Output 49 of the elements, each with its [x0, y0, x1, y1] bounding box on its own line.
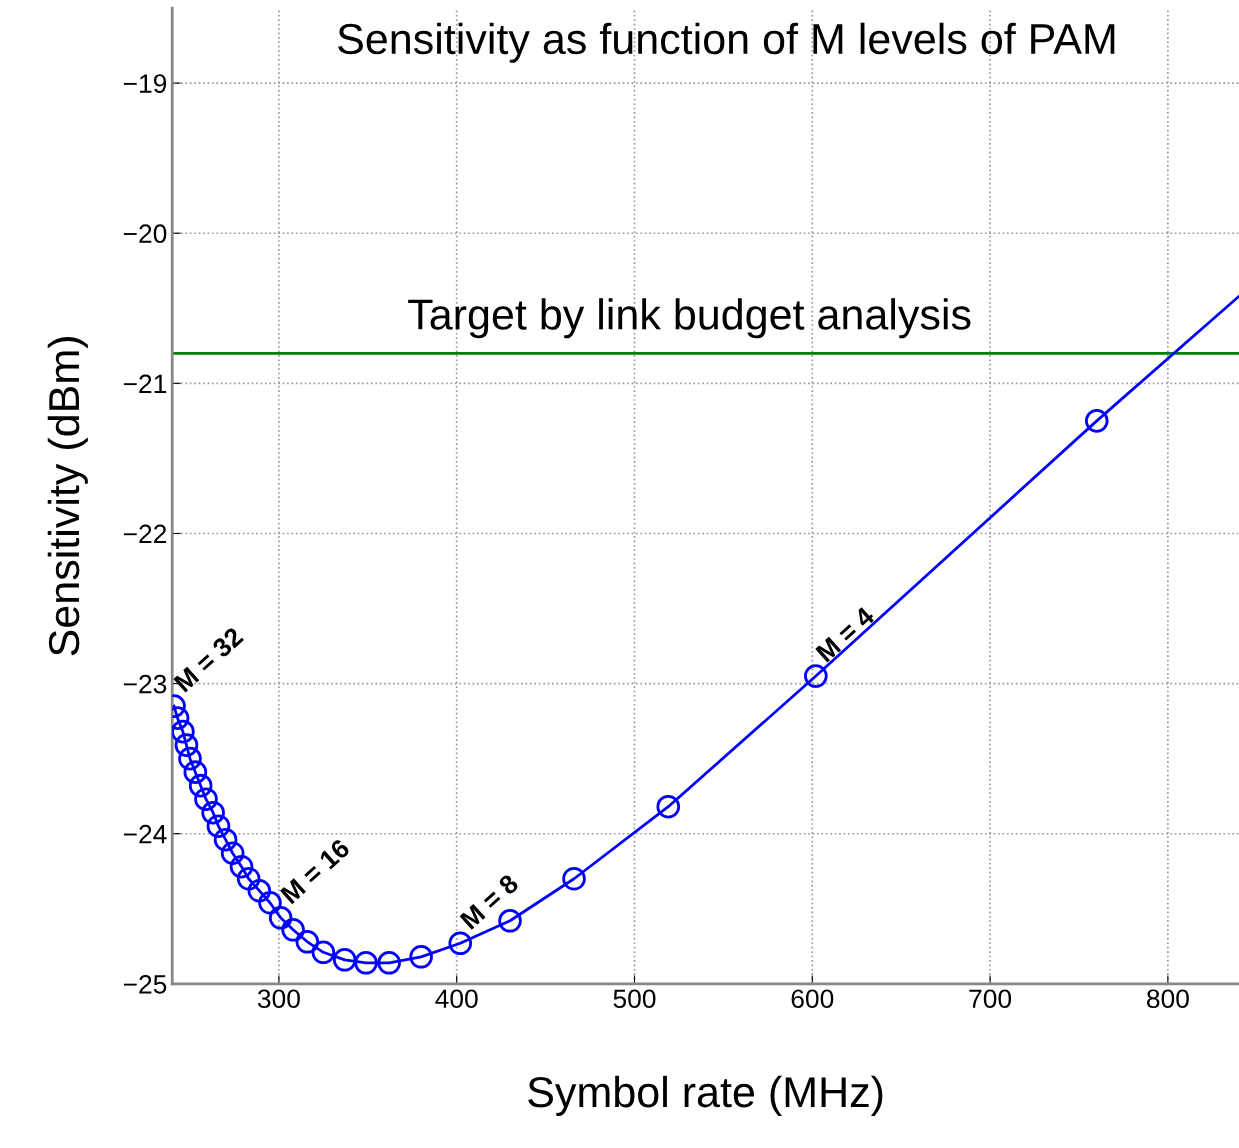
- annotation: M = 16: [279, 837, 351, 905]
- point: [194, 787, 218, 811]
- x-tick-label: 500: [613, 989, 656, 1009]
- point: [178, 746, 202, 771]
- point: [220, 841, 245, 866]
- x-tick-label: 600: [791, 989, 834, 1009]
- point: [201, 800, 225, 825]
- point: [268, 905, 293, 930]
- point: [656, 794, 681, 819]
- point: [247, 878, 272, 903]
- y-tick-label: −19: [123, 74, 167, 93]
- point: [206, 814, 231, 839]
- annotation: M = 8: [459, 873, 520, 930]
- point: [377, 951, 401, 975]
- point: [236, 866, 261, 891]
- point: [213, 827, 238, 852]
- x-tick-label: 300: [257, 989, 300, 1009]
- point: [281, 917, 305, 942]
- point: [354, 951, 378, 975]
- annotation: M = 4: [815, 605, 876, 663]
- point: [311, 940, 336, 965]
- y-tick-label: −21: [123, 374, 167, 393]
- point: [188, 773, 213, 798]
- x-tick-label: 700: [969, 989, 1012, 1009]
- point: [174, 733, 199, 757]
- y-tick-label: −24: [123, 824, 167, 844]
- x-tick-label: 400: [435, 989, 478, 1009]
- point: [183, 760, 208, 784]
- point: [562, 866, 586, 891]
- y-tick-label: −22: [123, 524, 167, 544]
- point: [409, 945, 433, 969]
- point: [804, 664, 828, 688]
- point: [295, 929, 320, 954]
- point: [258, 890, 282, 915]
- x-tick-label: 800: [1147, 989, 1189, 1009]
- point: [332, 948, 357, 972]
- chart-title: Sensitivity as function of M levels of PAM: [338, 22, 1115, 63]
- point: [1084, 409, 1109, 433]
- y-tick-label: −23: [123, 674, 167, 694]
- y-tick-label: −25: [123, 974, 167, 994]
- point: [498, 908, 522, 933]
- x-axis-title: Symbol rate (MHz): [528, 1075, 883, 1116]
- annotation: M = 32: [173, 626, 245, 693]
- ref-line-label: Target by link budget analysis: [408, 298, 971, 339]
- y-axis-title: Sensitivity (dBm): [47, 337, 88, 656]
- y-tick-label: −20: [123, 224, 167, 244]
- point: [229, 854, 254, 879]
- point: [172, 719, 195, 744]
- point: [448, 931, 473, 956]
